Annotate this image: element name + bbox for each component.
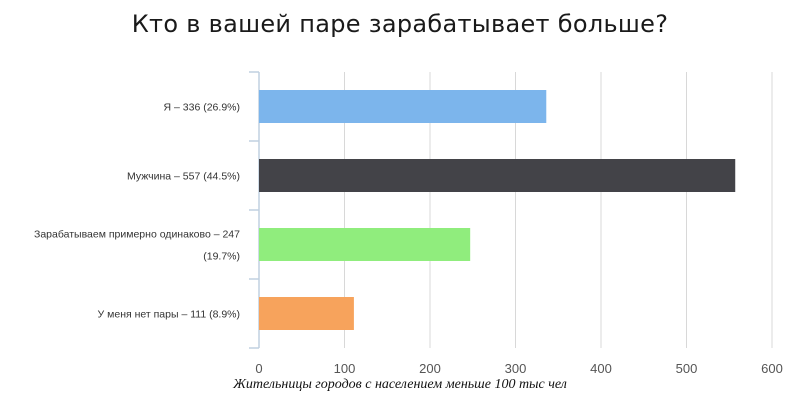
category-label: Зарабатываем примерно одинаково – 247	[34, 229, 240, 241]
category-label: Я – 336 (26.9%)	[164, 102, 240, 114]
chart-title: Кто в вашей паре зарабатывает больше?	[131, 10, 669, 38]
bar	[259, 297, 354, 330]
category-label: (19.7%)	[203, 251, 240, 263]
x-tick-label: 600	[761, 361, 783, 376]
bar	[259, 90, 547, 123]
category-label: Мужчина – 557 (44.5%)	[127, 171, 240, 183]
chart-caption: Жительницы городов с населением меньше 1…	[233, 377, 567, 392]
x-tick-label: 100	[334, 361, 356, 376]
category-label: У меня нет пары – 111 (8.9%)	[98, 309, 240, 321]
bar	[259, 228, 471, 261]
x-tick-label: 500	[676, 361, 698, 376]
bar	[259, 159, 736, 192]
x-tick-label: 400	[590, 361, 612, 376]
x-tick-label: 200	[419, 361, 441, 376]
x-tick-label: 300	[505, 361, 527, 376]
x-tick-label: 0	[255, 361, 262, 376]
